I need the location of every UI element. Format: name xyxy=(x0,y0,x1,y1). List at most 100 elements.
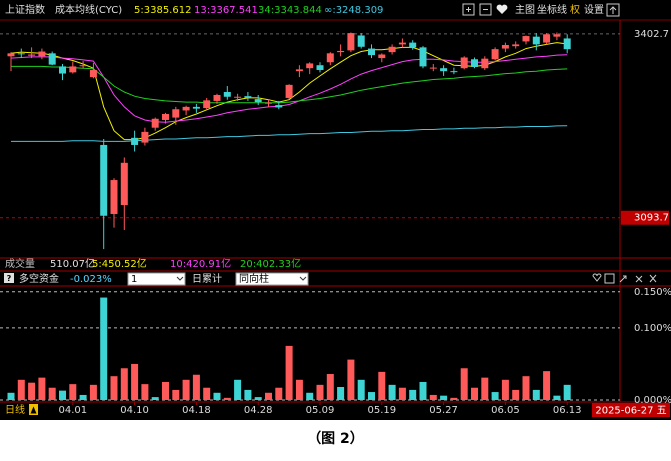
symbol: 上证指数 xyxy=(5,3,45,16)
candle-body xyxy=(244,96,252,98)
caption: （图 2） xyxy=(307,431,364,447)
bar xyxy=(48,387,56,400)
bar xyxy=(285,345,293,400)
bar xyxy=(337,387,345,400)
panel-maximize[interactable] xyxy=(604,273,615,284)
bar xyxy=(450,397,458,400)
candle-body xyxy=(368,48,375,56)
bar xyxy=(543,371,551,400)
x-tick-label: 04.18 xyxy=(182,405,211,416)
x-tick-label: 05.27 xyxy=(429,405,458,416)
candle-body xyxy=(378,54,386,59)
toolbar-button[interactable]: 坐标线 xyxy=(537,3,567,16)
candle-body xyxy=(192,106,200,109)
toolbar-button[interactable]: 主图 xyxy=(515,4,535,16)
candle-body xyxy=(120,162,128,206)
bar xyxy=(28,382,36,400)
bar xyxy=(522,376,530,400)
bar xyxy=(357,379,365,400)
candle-body xyxy=(223,91,231,97)
candle-body xyxy=(501,44,509,49)
dropdown-arrow xyxy=(176,276,184,281)
favorite-button[interactable] xyxy=(496,4,508,14)
legend-entry: 13:3367.541 xyxy=(194,5,258,16)
date-box xyxy=(592,403,670,417)
bar xyxy=(151,397,159,400)
bar xyxy=(398,387,406,400)
candle-body xyxy=(59,66,66,74)
bar xyxy=(162,381,169,400)
panel-close[interactable] xyxy=(649,274,657,283)
y-tick-label: 0.000% xyxy=(634,395,671,406)
candle-body xyxy=(295,69,303,72)
y-tick-label: 0.100% xyxy=(634,323,671,334)
period-label: 日线 xyxy=(5,403,25,416)
bar xyxy=(512,389,520,400)
bar xyxy=(59,390,66,400)
toolbar-button[interactable]: 设置 xyxy=(584,4,604,16)
add-icon xyxy=(466,7,471,12)
x-tick-label: 05.09 xyxy=(306,405,335,416)
candle-body xyxy=(460,57,468,69)
bar xyxy=(131,363,139,400)
candle-body xyxy=(471,59,478,68)
current-date: 2025-06-27 五 xyxy=(595,406,666,417)
candle-body xyxy=(275,105,283,108)
bar xyxy=(69,384,77,400)
y-tick-label: 0.150% xyxy=(634,287,671,298)
volume-average: 5:450.52亿 xyxy=(92,257,147,270)
collapse-button[interactable] xyxy=(606,3,620,17)
candle-body xyxy=(285,84,293,98)
remove-button[interactable] xyxy=(479,3,492,16)
candle-body xyxy=(254,99,262,103)
candle-body xyxy=(203,100,211,109)
bar xyxy=(223,397,231,400)
help-icon: ? xyxy=(7,274,12,283)
bar xyxy=(172,389,180,400)
help-button[interactable] xyxy=(4,273,14,283)
candle-body xyxy=(398,42,406,45)
bar xyxy=(265,392,272,400)
style-value: 同向柱 xyxy=(239,272,269,285)
candle-body xyxy=(512,44,520,47)
toolbar-button[interactable]: 权 xyxy=(570,3,580,16)
candle-body xyxy=(347,33,355,51)
bar xyxy=(244,389,252,400)
bar xyxy=(89,384,97,400)
volume-value: 510.07亿 xyxy=(50,257,95,270)
candle-body xyxy=(110,180,118,214)
candle-body xyxy=(337,50,345,53)
x-tick-label: 06.13 xyxy=(553,405,582,416)
candle-body xyxy=(213,94,221,101)
x-tick-label: 06.05 xyxy=(491,405,520,416)
bar xyxy=(440,395,448,400)
bar xyxy=(388,384,396,400)
bar xyxy=(326,374,334,400)
legend-entry: ∞:3248.309 xyxy=(324,5,383,16)
panel-expand[interactable] xyxy=(635,275,643,283)
bar xyxy=(213,392,221,400)
candle-body xyxy=(172,109,180,118)
candle-body xyxy=(100,144,108,216)
y-tick-label: 3402.7 xyxy=(634,29,669,40)
candle-body xyxy=(522,36,530,42)
candle-body xyxy=(79,65,87,67)
tick-box xyxy=(621,210,669,225)
panel-popout[interactable] xyxy=(619,275,627,283)
volume-average: 10:420.91亿 xyxy=(170,257,231,270)
style-dropdown[interactable] xyxy=(235,272,309,286)
add-button[interactable] xyxy=(462,3,475,16)
volume-average: 20:402.33亿 xyxy=(240,257,301,270)
bar xyxy=(419,381,427,400)
bar xyxy=(295,379,303,400)
legend-entry: 5:3385.612 xyxy=(134,5,191,16)
candle-body xyxy=(440,68,448,72)
bar xyxy=(553,395,561,400)
bar xyxy=(491,392,499,400)
period-dropdown[interactable] xyxy=(127,272,186,286)
candle-body xyxy=(553,34,561,37)
candle-body xyxy=(265,102,272,104)
panel-favorite[interactable] xyxy=(592,273,602,282)
candle-body xyxy=(532,36,540,45)
